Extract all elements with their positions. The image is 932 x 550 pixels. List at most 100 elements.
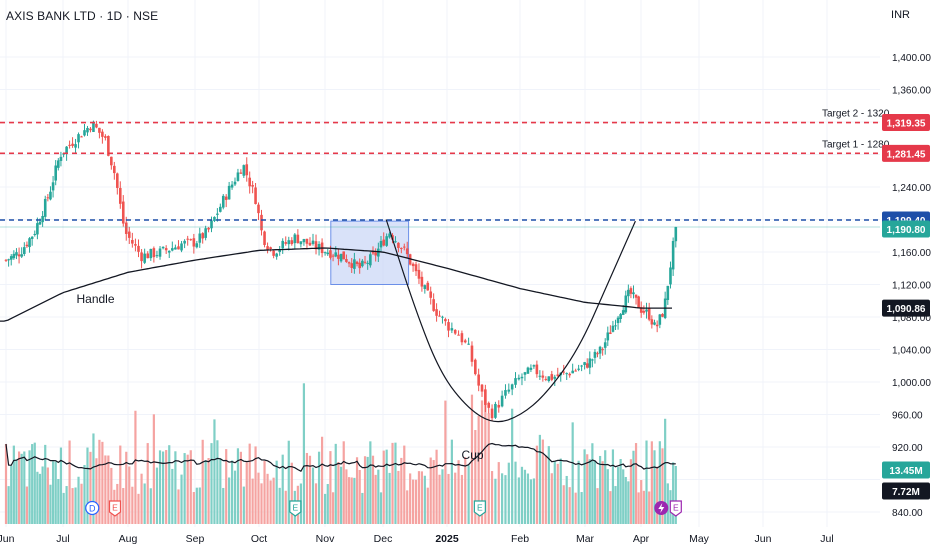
candle [460,330,464,346]
chart-title: AXIS BANK LTD · 1D · NSE [6,9,159,23]
candle [402,243,406,251]
volume-bar [403,445,406,524]
price-tick-label: 1,400.00 [892,53,931,64]
volume-bar [656,466,659,524]
dividend-marker[interactable]: D [85,500,100,516]
candle [591,358,594,368]
volume-bar [347,477,351,524]
candle [609,325,612,335]
volume-bar [494,478,497,524]
time-tick-label: Nov [316,533,335,545]
svg-text:1,281.45: 1,281.45 [887,149,926,160]
candle [9,254,13,266]
volume-bar [207,458,210,524]
candle [438,310,441,317]
candle [290,237,294,246]
volume-bar [131,486,134,524]
volume-bar [417,471,421,524]
volume-bar [337,462,340,524]
last-volume-tag: 13.45M [882,461,930,479]
earnings-marker[interactable]: E [473,500,486,517]
volume-bar [86,447,89,524]
volume-bar [71,488,74,524]
volume-bar [152,414,155,524]
candle [278,246,281,256]
candle [601,347,604,356]
candle [272,249,275,259]
candle [110,156,113,170]
candle [326,248,330,256]
volume-bar [25,486,29,524]
candle [394,236,397,243]
candle [7,258,10,267]
candle [363,255,367,265]
candle [161,246,165,250]
volume-bar [642,490,645,524]
candle [186,235,189,246]
volume-bar [538,434,541,524]
volume-bar [89,451,92,524]
candle [59,151,63,167]
time-tick-label: 2025 [435,533,459,545]
time-axis[interactable]: Jun Jul Aug Sep Oct Nov Dec 2025 Feb Mar Apr May Jun… [0,533,834,545]
candle [388,231,391,239]
volume-bar [447,473,450,524]
candle [287,236,291,251]
candle [429,286,433,305]
candle [121,195,125,227]
candle [614,319,617,331]
volume-bar [388,472,391,524]
candle [41,211,44,227]
candle [647,302,651,322]
volume-bar [520,466,524,524]
volume-bar [532,478,535,524]
candle [619,313,622,323]
candle [118,181,122,209]
candle [36,217,39,240]
candle [504,384,507,399]
candle [305,238,309,250]
time-tick-label: Sep [186,533,205,545]
volume-bar [672,462,675,524]
volume-bar [74,487,77,524]
candle [227,181,231,200]
volume-bar [180,474,183,524]
volume-bar [464,457,467,524]
candle [450,322,454,334]
candle [634,294,638,305]
candle [140,249,143,269]
volume-bar [361,492,364,524]
candle [544,376,548,382]
price-axis[interactable]: 840.00 920.00 960.00 1,000.00 1,040.00 1,080.… [892,53,931,519]
volume-bar [497,462,500,524]
volume-bar [369,441,372,524]
candle [603,338,607,355]
candle [480,383,484,397]
candle [207,226,210,233]
candle [323,251,327,256]
earnings-marker[interactable]: E [108,500,122,517]
candle [86,125,89,136]
volume-bar [192,492,195,524]
candle [296,229,300,244]
candle [520,373,524,386]
volume-bar [248,443,251,524]
volume-bar [371,455,375,524]
candle [219,203,222,213]
price-tick-label: 1,120.00 [892,281,931,292]
volume-bar [158,450,162,524]
volume-bar [210,443,213,524]
candle [337,249,340,266]
news-flash-icon[interactable] [654,501,669,515]
candlesticks [4,120,678,421]
earnings-marker[interactable]: E [669,500,682,517]
earnings-marker[interactable]: E [289,500,302,517]
volume-bar [435,449,438,524]
volume-bar [640,480,643,524]
candle [661,313,664,318]
volume-bar [574,492,577,524]
volume-bar [432,460,435,524]
candle [435,303,438,322]
